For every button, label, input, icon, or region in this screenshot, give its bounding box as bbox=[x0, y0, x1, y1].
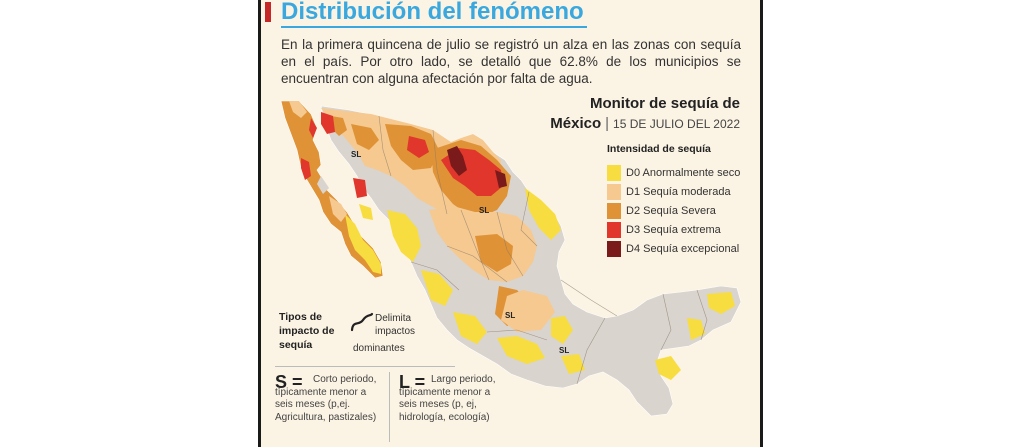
mexico-drought-map: SL SL SL SL bbox=[280, 100, 742, 417]
map-date: 15 DE JULIO DEL 2022 bbox=[613, 117, 740, 131]
state-boundaries bbox=[378, 115, 708, 385]
impact-types-title: Tipos de impacto de sequía bbox=[279, 311, 335, 351]
page-title: Distribución del fenómeno bbox=[281, 0, 584, 25]
legend-item-d4: D4 Sequía excepcional bbox=[607, 239, 740, 258]
map-title-separator: | bbox=[605, 115, 610, 132]
infographic-panel: Distribución del fenómeno En la primera … bbox=[261, 0, 760, 447]
title-accent-mark bbox=[265, 2, 271, 22]
legend-label-d2: D2 Sequía Severa bbox=[626, 204, 716, 217]
map-label-sl-central: SL bbox=[505, 311, 515, 320]
map-label-sl-south: SL bbox=[559, 346, 569, 355]
legend-swatch-d1 bbox=[607, 183, 621, 200]
divider-rule bbox=[275, 366, 455, 367]
delimita-text-2: dominantes bbox=[353, 343, 405, 354]
left-background bbox=[0, 0, 258, 447]
map-title-line2: México bbox=[550, 115, 602, 132]
legend-item-d3: D3 Sequía extrema bbox=[607, 220, 740, 239]
legend-label-d4: D4 Sequía excepcional bbox=[626, 242, 740, 255]
title-underline bbox=[281, 26, 587, 28]
legend: Intensidad de sequía D0 Anormalmente sec… bbox=[607, 143, 740, 258]
map-title-line1: Monitor de sequía de bbox=[589, 95, 740, 112]
map-label-sl-coahuila: SL bbox=[479, 206, 489, 215]
delimita-text: Delimita impactos bbox=[375, 313, 416, 337]
legend-swatch-d2 bbox=[607, 202, 621, 219]
legend-item-d2: D2 Sequía Severa bbox=[607, 201, 740, 220]
legend-item-d0: D0 Anormalmente seco bbox=[607, 163, 740, 182]
legend-label-d3: D3 Sequía extrema bbox=[626, 223, 721, 236]
map-title: Monitor de sequía de México | 15 DE JULIO … bbox=[550, 94, 740, 134]
exceptional-drought-zone bbox=[447, 146, 467, 176]
long-term-letter: L = bbox=[399, 372, 426, 392]
short-term-letter: S = bbox=[275, 372, 303, 392]
legend-title: Intensidad de sequía bbox=[607, 143, 711, 155]
legend-label-d1: D1 Sequía moderada bbox=[626, 185, 731, 198]
left-border bbox=[258, 0, 261, 447]
legend-label-d0: D0 Anormalmente seco bbox=[626, 166, 741, 179]
legend-swatch-d3 bbox=[607, 221, 621, 238]
boundary-curve-icon bbox=[350, 312, 374, 332]
legend-item-d1: D1 Sequía moderada bbox=[607, 182, 740, 201]
legend-swatch-d0 bbox=[607, 164, 621, 181]
intro-paragraph: En la primera quincena de julio se regis… bbox=[281, 37, 741, 86]
short-term-text: Corto periodo, típicamente menor a seis … bbox=[275, 374, 377, 423]
legend-swatch-d4 bbox=[607, 240, 621, 257]
right-border bbox=[760, 0, 763, 447]
long-term-text: Largo periodo, típicamente menor a seis … bbox=[399, 374, 496, 423]
map-label-sl-sonora: SL bbox=[351, 150, 361, 159]
right-background bbox=[763, 0, 1024, 447]
column-divider bbox=[389, 372, 390, 442]
